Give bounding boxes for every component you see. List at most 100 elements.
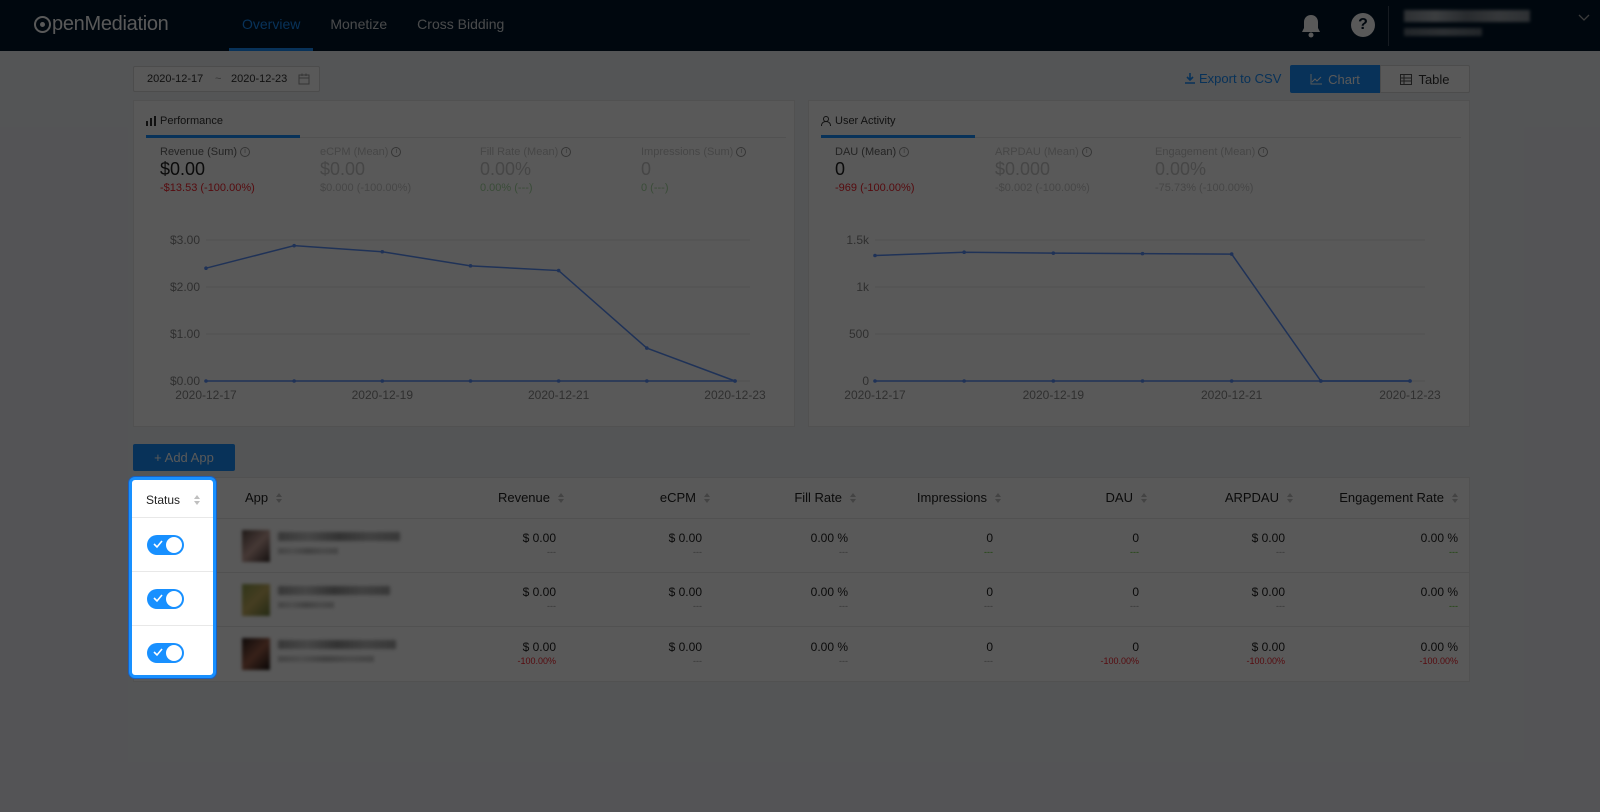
- cell-engagement: 0.00 % ---: [1420, 531, 1458, 557]
- header-label: Revenue: [497, 490, 550, 505]
- apps-table: App Revenue eCPM Fill Rate Impressions D…: [133, 477, 1470, 682]
- x-tick-label: 2020-12-19: [1023, 388, 1085, 402]
- header-label: eCPM: [659, 490, 696, 505]
- app-name-redacted[interactable]: [278, 640, 396, 649]
- row-divider: [132, 625, 213, 626]
- cell-engagement: 0.00 % ---: [1420, 585, 1458, 611]
- app-icon-redacted: [242, 638, 270, 670]
- column-header-app[interactable]: App: [245, 490, 283, 505]
- y-tick-label: 500: [849, 327, 869, 341]
- y-tick-label: $2.00: [170, 280, 200, 294]
- header-label: ARPDAU: [1224, 490, 1279, 505]
- sort-icon[interactable]: [1287, 492, 1293, 503]
- data-point: [204, 379, 208, 383]
- app-icon-redacted: [242, 530, 270, 562]
- help-icon[interactable]: ?: [1351, 13, 1375, 37]
- cell-impressions: 0 ---: [984, 585, 993, 611]
- top-navigation-bar: penMediation Overview Monetize Cross Bid…: [0, 0, 1600, 51]
- data-point: [1229, 379, 1234, 383]
- x-tick-label: 2020-12-19: [352, 388, 414, 402]
- y-tick-label: 1k: [856, 280, 870, 294]
- calendar-icon: [298, 73, 310, 85]
- x-tick-label: 2020-12-17: [844, 388, 906, 402]
- table-view-button[interactable]: Table: [1380, 65, 1470, 93]
- sort-icon[interactable]: [850, 492, 856, 503]
- app-name-redacted[interactable]: [278, 532, 400, 541]
- data-point: [380, 249, 385, 254]
- chart-view-button[interactable]: Chart: [1290, 65, 1380, 93]
- cell-arpdau: $ 0.00 -100.00%: [1246, 640, 1285, 666]
- data-point: [380, 379, 385, 383]
- nav-item-cross-bidding[interactable]: Cross Bidding: [417, 16, 505, 32]
- header-label: Engagement Rate: [1339, 490, 1444, 505]
- cell-impressions: 0 ---: [984, 531, 993, 557]
- line-chart-icon: [1310, 73, 1323, 84]
- column-header-fill-rate[interactable]: Fill Rate: [794, 490, 856, 505]
- chart-view-label: Chart: [1328, 71, 1360, 87]
- chevron-down-icon[interactable]: [1578, 12, 1590, 24]
- y-tick-label: 0: [862, 374, 869, 388]
- status-toggle[interactable]: [147, 589, 184, 609]
- cell-ecpm: $ 0.00 ---: [668, 585, 702, 611]
- column-header-arpdau[interactable]: ARPDAU: [1225, 490, 1293, 505]
- cell-dau: 0 ---: [1130, 531, 1139, 557]
- header-label: Impressions: [916, 490, 987, 505]
- data-point: [1408, 379, 1412, 383]
- status-toggle[interactable]: [147, 643, 184, 663]
- header-label: DAU: [1105, 490, 1133, 505]
- user-account-detail-redacted: [1404, 28, 1482, 36]
- cell-fill-rate: 0.00 % ---: [810, 640, 848, 666]
- sort-icon[interactable]: [704, 492, 710, 503]
- sort-icon[interactable]: [1141, 492, 1147, 503]
- date-start: 2020-12-17: [147, 73, 204, 85]
- nav-divider: [1388, 6, 1389, 46]
- header-label: Fill Rate: [794, 490, 842, 505]
- column-header-status[interactable]: Status: [146, 493, 201, 507]
- app-id-redacted: [278, 656, 374, 662]
- app-name-redacted[interactable]: [278, 586, 390, 595]
- toggle-knob: [166, 537, 182, 553]
- y-tick-label: $3.00: [170, 233, 200, 247]
- sort-icon[interactable]: [1452, 492, 1458, 503]
- user-activity-line-chart[interactable]: 0 500 1k 1.5k 2020-12-17 2020-12-19 2020-12-21…: [809, 101, 1471, 428]
- sort-icon[interactable]: [276, 492, 283, 503]
- header-divider: [132, 517, 213, 518]
- status-toggle[interactable]: [147, 535, 184, 555]
- x-tick-label: 2020-12-23: [704, 388, 766, 402]
- table-view-label: Table: [1418, 71, 1450, 87]
- sort-icon[interactable]: [995, 492, 1001, 503]
- export-csv-link[interactable]: Export to CSV: [1185, 71, 1281, 86]
- data-point: [1229, 252, 1234, 256]
- data-point: [645, 346, 649, 350]
- download-icon: [1185, 73, 1195, 84]
- column-header-impressions[interactable]: Impressions: [917, 490, 1001, 505]
- performance-line-chart[interactable]: $0.00 $1.00 $2.00 $3.00 2020-12-17 2020-12-19…: [134, 101, 796, 428]
- row-divider: [134, 626, 1469, 627]
- user-activity-card: User Activity DAU (Mean) i 0 -969 (-100.0…: [808, 100, 1470, 427]
- column-header-engagement-rate[interactable]: Engagement Rate: [1339, 490, 1458, 505]
- check-icon: [153, 648, 163, 657]
- date-range-picker[interactable]: 2020-12-17 ~ 2020-12-23: [133, 66, 320, 92]
- nav-item-overview[interactable]: Overview: [229, 0, 314, 51]
- date-end: 2020-12-23: [231, 73, 288, 85]
- date-separator: ~: [215, 73, 222, 85]
- data-point: [1140, 251, 1145, 256]
- column-header-revenue[interactable]: Revenue: [498, 490, 564, 505]
- nav-item-monetize[interactable]: Monetize: [330, 16, 388, 32]
- toggle-knob: [166, 645, 182, 661]
- add-app-button[interactable]: + Add App: [133, 444, 235, 471]
- column-header-dau[interactable]: DAU: [1106, 490, 1147, 505]
- app-id-redacted: [278, 602, 334, 608]
- logo-o-icon: [34, 16, 51, 33]
- x-tick-label: 2020-12-17: [175, 388, 237, 402]
- sort-icon[interactable]: [194, 495, 201, 505]
- data-point: [292, 379, 296, 383]
- y-tick-label: $1.00: [170, 327, 200, 341]
- notification-bell-icon[interactable]: [1299, 13, 1323, 39]
- openmediation-logo[interactable]: penMediation: [34, 13, 169, 36]
- user-account-name-redacted[interactable]: [1404, 10, 1530, 22]
- data-point: [873, 253, 877, 258]
- y-tick-label: $0.00: [170, 374, 200, 388]
- sort-icon[interactable]: [558, 492, 564, 503]
- column-header-ecpm[interactable]: eCPM: [660, 490, 710, 505]
